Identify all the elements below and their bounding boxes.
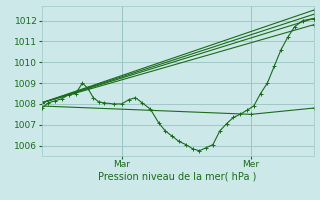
X-axis label: Pression niveau de la mer( hPa ): Pression niveau de la mer( hPa ) — [99, 172, 257, 182]
